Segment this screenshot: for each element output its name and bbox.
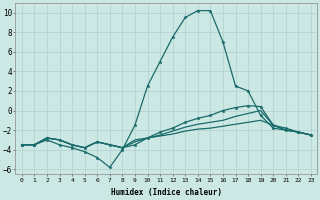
X-axis label: Humidex (Indice chaleur): Humidex (Indice chaleur): [111, 188, 222, 197]
